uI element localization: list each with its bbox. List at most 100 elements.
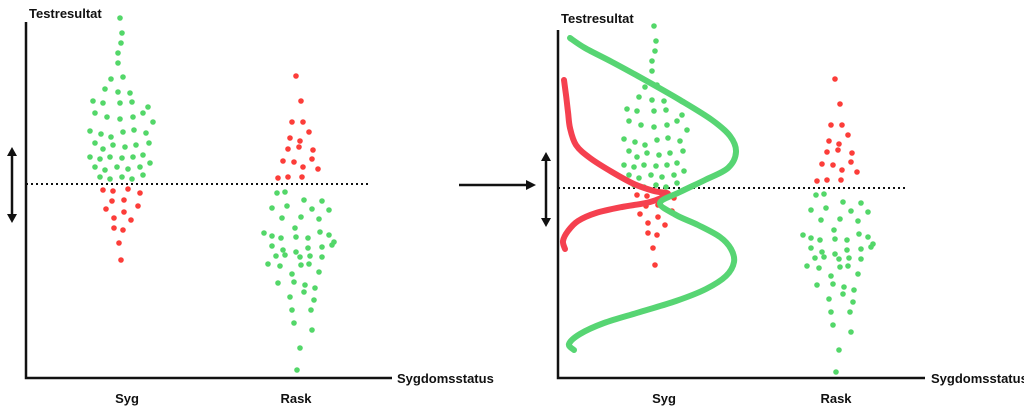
- data-dot: [312, 285, 318, 291]
- data-dot: [817, 237, 823, 243]
- data-dot: [291, 159, 297, 165]
- data-dot: [297, 138, 303, 144]
- data-dot: [122, 144, 128, 150]
- data-dot: [92, 164, 98, 170]
- data-dot: [110, 142, 116, 148]
- data-dot: [111, 225, 117, 231]
- data-dot: [814, 282, 820, 288]
- data-dot: [836, 256, 842, 262]
- data-dot: [858, 256, 864, 262]
- data-dot: [277, 263, 283, 269]
- data-dot: [146, 140, 152, 146]
- data-dot: [115, 50, 121, 56]
- right-axes: [556, 30, 925, 380]
- data-dot: [117, 116, 123, 122]
- data-dot: [818, 217, 824, 223]
- data-dot: [97, 174, 103, 180]
- data-dot: [310, 147, 316, 153]
- data-dot: [301, 289, 307, 295]
- right-y-axis-label: Testresultat: [561, 11, 634, 26]
- data-dot: [289, 271, 295, 277]
- data-dot: [317, 229, 323, 235]
- data-dot: [102, 167, 108, 173]
- right-category-label-syg: Syg: [652, 391, 676, 406]
- data-dot: [826, 138, 832, 144]
- data-dot: [649, 58, 655, 64]
- data-dot: [681, 168, 687, 174]
- data-dot: [309, 327, 315, 333]
- data-dot: [306, 129, 312, 135]
- data-dot: [145, 104, 151, 110]
- data-dot: [813, 192, 819, 198]
- data-dot: [125, 186, 131, 192]
- data-dot: [649, 97, 655, 103]
- right-x-axis-label: Sygdomsstatus: [931, 371, 1024, 386]
- data-dot: [300, 119, 306, 125]
- data-dot: [634, 108, 640, 114]
- data-dot: [293, 73, 299, 79]
- data-dot: [319, 198, 325, 204]
- data-dot: [664, 122, 670, 128]
- data-dot: [679, 112, 685, 118]
- data-dot: [651, 124, 657, 130]
- right-threshold-double-arrow-icon: [541, 152, 551, 227]
- data-dot: [836, 141, 842, 147]
- between-plots-arrow-icon: [459, 180, 536, 190]
- data-dot: [102, 86, 108, 92]
- data-dot: [135, 203, 141, 209]
- left-plot: [7, 15, 392, 380]
- data-dot: [656, 152, 662, 158]
- data-dot: [119, 30, 125, 36]
- data-dot: [140, 152, 146, 158]
- data-dot: [308, 307, 314, 313]
- data-dot: [649, 68, 655, 74]
- data-dot: [653, 182, 659, 188]
- data-dot: [826, 296, 832, 302]
- data-dot: [117, 15, 123, 21]
- data-dot: [329, 242, 335, 248]
- data-dot: [261, 230, 267, 236]
- data-dot: [150, 119, 156, 125]
- data-dot: [828, 309, 834, 315]
- data-dot: [645, 230, 651, 236]
- data-dot: [311, 297, 317, 303]
- data-dot: [638, 122, 644, 128]
- data-dot: [294, 367, 300, 373]
- data-dot: [624, 106, 630, 112]
- data-dot: [298, 98, 304, 104]
- data-dot: [125, 166, 131, 172]
- data-dot: [269, 205, 275, 211]
- data-dot: [275, 280, 281, 286]
- data-dot: [850, 299, 856, 305]
- data-dot: [140, 110, 146, 116]
- left-y-axis-label: Testresultat: [29, 6, 102, 21]
- data-dot: [648, 172, 654, 178]
- data-dot: [652, 48, 658, 54]
- data-dot: [130, 154, 136, 160]
- data-dot: [147, 160, 153, 166]
- data-dot: [641, 162, 647, 168]
- data-dot: [297, 345, 303, 351]
- data-dot: [855, 271, 861, 277]
- data-dot: [848, 208, 854, 214]
- data-dot: [108, 134, 114, 140]
- right-category-label-rask: Rask: [820, 391, 852, 406]
- data-dot: [108, 76, 114, 82]
- data-dot: [279, 215, 285, 221]
- data-dot: [282, 252, 288, 258]
- data-dot: [90, 98, 96, 104]
- data-dot: [821, 191, 827, 197]
- data-dot: [642, 84, 648, 90]
- data-dot: [854, 169, 860, 175]
- data-dot: [315, 166, 321, 172]
- data-dot: [265, 261, 271, 267]
- data-dot: [118, 40, 124, 46]
- data-dot: [282, 189, 288, 195]
- left-category-label-rask: Rask: [280, 391, 312, 406]
- data-dot: [808, 207, 814, 213]
- data-dot: [851, 287, 857, 293]
- left-axes: [24, 22, 392, 380]
- data-dot: [626, 118, 632, 124]
